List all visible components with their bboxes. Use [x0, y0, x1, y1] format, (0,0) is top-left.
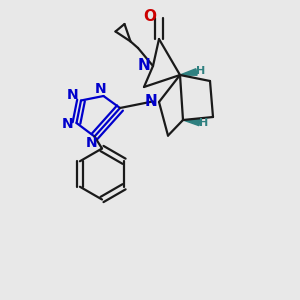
Text: H: H	[199, 118, 208, 128]
Text: N: N	[62, 117, 73, 130]
Text: H: H	[196, 66, 205, 76]
Text: N: N	[138, 58, 150, 74]
Text: N: N	[95, 82, 106, 96]
Text: N: N	[144, 94, 157, 109]
Text: O: O	[143, 9, 156, 24]
Polygon shape	[183, 119, 200, 126]
Polygon shape	[180, 69, 197, 75]
Text: N: N	[67, 88, 78, 102]
Text: N: N	[86, 136, 97, 150]
